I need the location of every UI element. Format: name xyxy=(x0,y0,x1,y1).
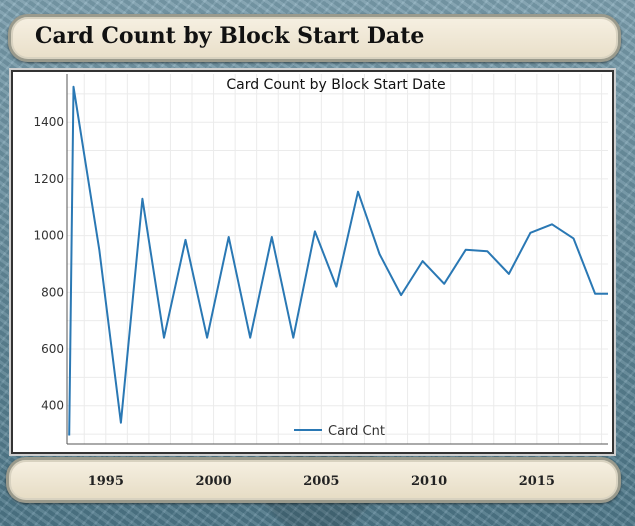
x-tick-label: 2010 xyxy=(411,474,448,489)
series-line xyxy=(68,85,608,436)
x-tick-label: 2015 xyxy=(518,474,555,489)
window-title: Card Count by Block Start Date xyxy=(35,23,425,49)
legend-label: Card Cnt xyxy=(328,424,385,439)
y-tick-label: 400 xyxy=(41,399,64,413)
y-tick-label: 1000 xyxy=(33,229,64,243)
y-tick-label: 600 xyxy=(41,342,64,356)
x-tick-label: 2005 xyxy=(303,474,340,489)
y-tick-label: 1200 xyxy=(33,172,64,186)
x-tick-label: 1995 xyxy=(87,474,124,489)
y-tick-label: 1400 xyxy=(33,115,64,129)
x-axis-bar: 1995 2000 2005 2010 2015 xyxy=(6,457,621,503)
line-chart: 400 600 800 1000 1200 1400 Card Count by Block… xyxy=(33,74,609,445)
plot-panel: 400 600 800 1000 1200 1400 Card Count by Block… xyxy=(11,70,614,454)
y-tick-label: 800 xyxy=(41,285,64,299)
x-tick-label: 2000 xyxy=(195,474,232,489)
title-bar: Card Count by Block Start Date xyxy=(8,14,621,62)
chart-title: Card Count by Block Start Date xyxy=(226,77,445,93)
